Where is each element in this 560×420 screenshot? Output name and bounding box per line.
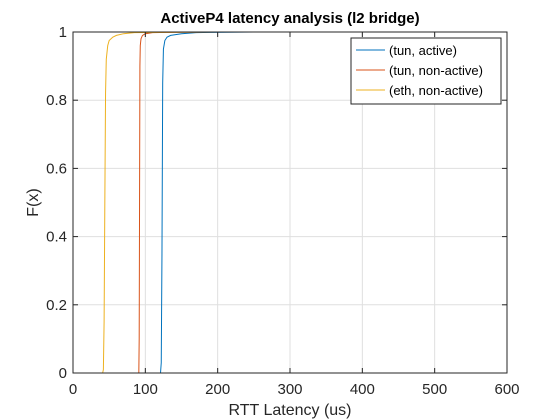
x-tick-label: 600 (494, 381, 519, 398)
series-line-2 (102, 31, 218, 374)
x-tick-label: 400 (350, 381, 375, 398)
y-tick-label: 0 (59, 365, 67, 382)
y-tick-label: 0.2 (46, 297, 67, 314)
x-tick-label: 100 (133, 381, 158, 398)
legend-label-1: (tun, non-active) (389, 63, 483, 78)
y-tick-label: 1 (59, 24, 67, 41)
chart-title: ActiveP4 latency analysis (l2 bridge) (160, 10, 419, 27)
x-tick-label: 200 (205, 381, 230, 398)
legend-box (350, 37, 502, 105)
x-tick-label: 300 (277, 381, 302, 398)
legend-label-0: (tun, active) (389, 43, 457, 58)
x-tick-label: 500 (422, 381, 447, 398)
legend: (tun, active) (tun, non-active) (eth, non-… (350, 37, 502, 105)
y-tick-label: 0.8 (46, 92, 67, 109)
ticks: 0 100 200 300 400 500 600 0 0.2 0.4 0.6 0.8 1 (46, 24, 519, 398)
legend-label-2: (eth, non-active) (389, 83, 483, 98)
x-tick-label: 0 (69, 381, 77, 398)
y-tick-label: 0.6 (46, 160, 67, 177)
x-axis-label: RTT Latency (us) (228, 402, 351, 419)
y-tick-label: 0.4 (46, 229, 67, 246)
y-axis-label: F(x) (25, 188, 42, 216)
